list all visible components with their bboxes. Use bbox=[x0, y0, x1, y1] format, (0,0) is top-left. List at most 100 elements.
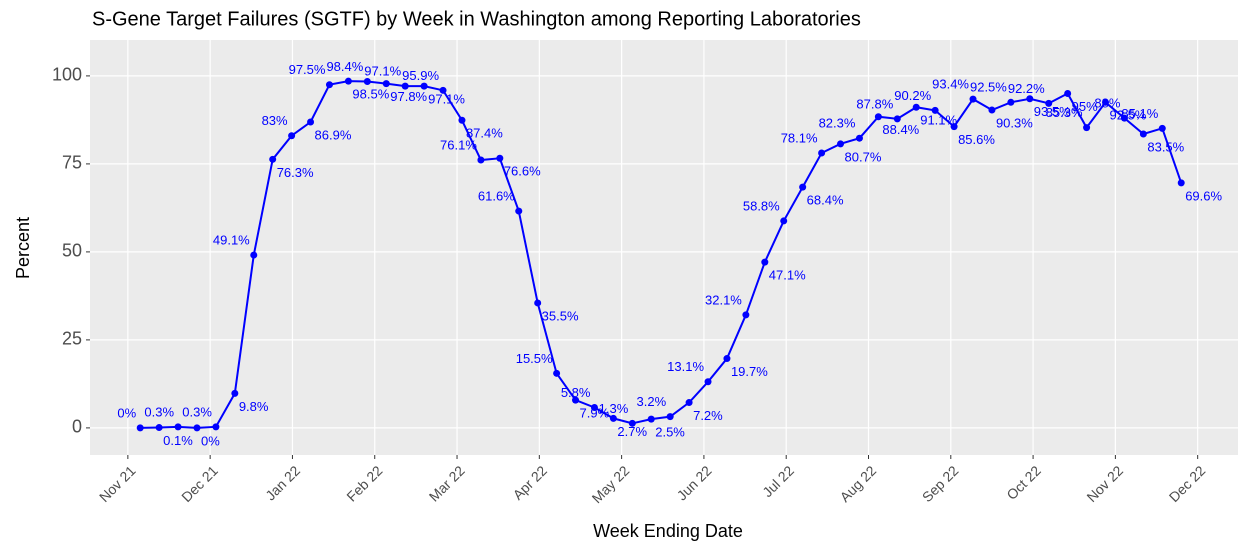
data-label: 32.1% bbox=[705, 292, 742, 307]
data-label: 76.3% bbox=[277, 165, 314, 180]
data-label: 2.7% bbox=[617, 424, 647, 439]
data-point bbox=[988, 106, 996, 114]
x-tick-label: Feb 22 bbox=[343, 462, 385, 504]
x-axis-title: Week Ending Date bbox=[593, 521, 743, 541]
x-tick-label: Jul 22 bbox=[759, 462, 797, 500]
data-label: 0.3% bbox=[182, 404, 212, 419]
data-point bbox=[969, 95, 977, 103]
data-label: 61.6% bbox=[478, 189, 515, 204]
data-label: 0.3% bbox=[144, 404, 174, 419]
data-point bbox=[761, 258, 769, 266]
data-point bbox=[1139, 130, 1147, 138]
x-tick-label: Jun 22 bbox=[674, 462, 715, 503]
data-label: 92.5% bbox=[1110, 108, 1147, 123]
chart-title: S-Gene Target Failures (SGTF) by Week in… bbox=[92, 8, 861, 30]
data-label: 83% bbox=[262, 113, 288, 128]
data-point bbox=[269, 155, 277, 163]
data-point bbox=[250, 251, 258, 259]
data-label: 86.9% bbox=[315, 127, 352, 142]
data-label: 5.8% bbox=[561, 385, 591, 400]
x-tick-label: Jan 22 bbox=[262, 462, 303, 503]
y-tick-label: 75 bbox=[62, 153, 82, 173]
data-point bbox=[363, 78, 371, 86]
data-point bbox=[1026, 95, 1034, 103]
data-point bbox=[874, 113, 882, 121]
data-label: 90.3% bbox=[996, 115, 1033, 130]
y-tick-label: 50 bbox=[62, 241, 82, 261]
data-label: 85.6% bbox=[958, 132, 995, 147]
data-point bbox=[382, 80, 390, 88]
data-label: 90.2% bbox=[894, 88, 931, 103]
x-tick-label: Dec 22 bbox=[1166, 462, 1209, 505]
data-label: 7.2% bbox=[693, 408, 723, 423]
y-tick-label: 25 bbox=[62, 329, 82, 349]
data-point bbox=[325, 81, 333, 89]
x-tick-label: Aug 22 bbox=[837, 462, 880, 505]
data-label: 13.1% bbox=[667, 359, 704, 374]
data-point bbox=[590, 403, 598, 411]
data-point bbox=[704, 378, 712, 386]
data-label: 82.3% bbox=[819, 116, 856, 131]
y-tick-label: 100 bbox=[52, 65, 82, 85]
data-point bbox=[174, 423, 182, 431]
x-tick-label: May 22 bbox=[589, 462, 633, 506]
data-label: 0% bbox=[201, 433, 220, 448]
data-label: 97.1% bbox=[428, 92, 465, 107]
data-point bbox=[837, 140, 845, 148]
data-point bbox=[344, 77, 352, 85]
data-point bbox=[401, 82, 409, 90]
data-label: 58.8% bbox=[743, 198, 780, 213]
data-point bbox=[912, 103, 920, 111]
data-point bbox=[307, 118, 315, 126]
data-label: 88.4% bbox=[882, 122, 919, 137]
data-point bbox=[439, 86, 447, 94]
data-label: 85.1% bbox=[1121, 106, 1158, 121]
data-point bbox=[666, 413, 674, 421]
data-point bbox=[212, 423, 220, 431]
data-label: 9.8% bbox=[239, 399, 269, 414]
data-label: 92.5% bbox=[970, 80, 1007, 95]
data-label: 95% bbox=[1072, 99, 1098, 114]
data-label: 0% bbox=[117, 405, 136, 420]
data-label: 47.1% bbox=[769, 268, 806, 283]
data-label: 69.6% bbox=[1185, 188, 1222, 203]
data-label: 93.5% bbox=[1034, 104, 1071, 119]
data-point bbox=[231, 389, 239, 397]
data-label: 76.1% bbox=[440, 137, 477, 152]
data-label: 98.5% bbox=[352, 87, 389, 102]
data-point bbox=[458, 116, 466, 124]
data-label: 97.8% bbox=[390, 89, 427, 104]
y-axis-title: Percent bbox=[13, 217, 33, 279]
data-label: 49.1% bbox=[213, 233, 250, 248]
data-label: 97.1% bbox=[364, 64, 401, 79]
data-point bbox=[609, 414, 617, 422]
data-label: 87.4% bbox=[466, 126, 503, 141]
data-point bbox=[1064, 90, 1072, 98]
data-point bbox=[931, 106, 939, 114]
data-point bbox=[288, 132, 296, 140]
data-point bbox=[628, 419, 636, 427]
data-point bbox=[893, 115, 901, 123]
data-label: 78.1% bbox=[781, 130, 818, 145]
data-label: 85.3% bbox=[1046, 105, 1083, 120]
data-point bbox=[855, 134, 863, 142]
data-label: 92.2% bbox=[1008, 81, 1045, 96]
data-point bbox=[534, 299, 542, 307]
data-label: 87.8% bbox=[856, 96, 893, 111]
data-label: 15.5% bbox=[516, 351, 553, 366]
data-label: 93.4% bbox=[932, 77, 969, 92]
x-tick-label: Mar 22 bbox=[426, 462, 468, 504]
data-point bbox=[136, 424, 144, 432]
data-label: 76.6% bbox=[504, 164, 541, 179]
data-point bbox=[742, 311, 750, 319]
data-point bbox=[950, 123, 958, 131]
data-label: 80.7% bbox=[845, 149, 882, 164]
data-point bbox=[685, 399, 693, 407]
data-label: 91.1% bbox=[920, 113, 957, 128]
data-point bbox=[799, 183, 807, 191]
x-tick-label: Apr 22 bbox=[510, 462, 551, 503]
data-label: 88% bbox=[1094, 96, 1120, 111]
data-point bbox=[647, 415, 655, 423]
data-label: 35.5% bbox=[542, 308, 579, 323]
data-label: 97.5% bbox=[289, 62, 326, 77]
